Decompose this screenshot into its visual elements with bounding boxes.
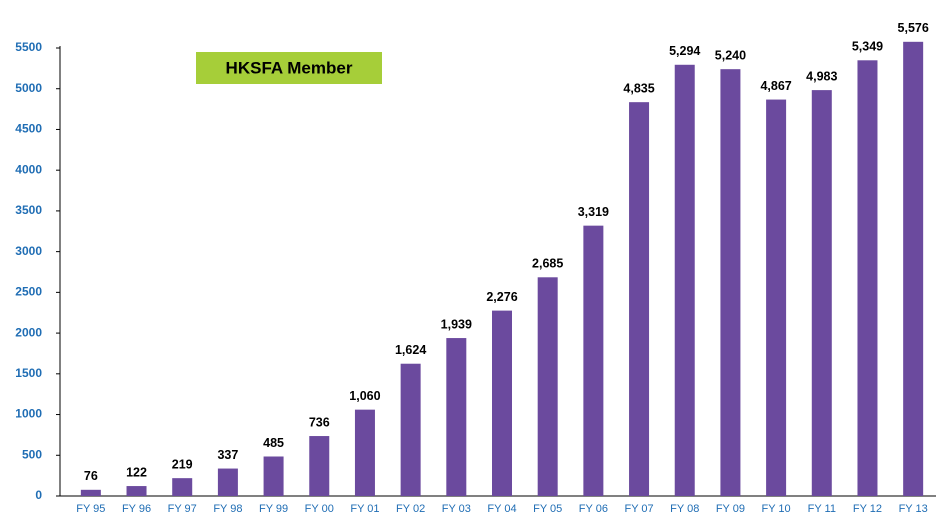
x-tick-label: FY 04 (487, 503, 516, 515)
y-tick-label: 500 (22, 447, 42, 461)
value-label: 736 (309, 415, 330, 429)
value-label: 485 (263, 436, 284, 450)
x-tick-label: FY 97 (168, 503, 197, 515)
x-tick-label: FY 98 (213, 503, 242, 515)
value-label: 1,939 (441, 317, 472, 331)
y-tick-label: 5500 (15, 40, 42, 54)
x-tick-label: FY 01 (350, 503, 379, 515)
y-tick-label: 1500 (15, 366, 42, 380)
x-tick-label: FY 13 (899, 503, 928, 515)
legend-label: HKSFA Member (226, 58, 353, 77)
bar (446, 338, 467, 496)
y-tick-label: 2500 (15, 285, 42, 299)
value-label: 4,983 (806, 69, 837, 83)
y-tick-label: 4500 (15, 122, 42, 136)
legend-box (196, 52, 382, 84)
x-tick-label: FY 03 (442, 503, 471, 515)
bar (537, 277, 558, 496)
bar (903, 41, 924, 497)
y-tick-label: 4000 (15, 162, 42, 176)
value-label: 5,576 (898, 21, 929, 35)
bar (492, 310, 512, 496)
y-tick-label: 1000 (15, 407, 42, 421)
bar (126, 486, 147, 496)
value-label: 337 (217, 448, 238, 462)
value-label: 122 (126, 465, 147, 479)
bar (354, 409, 375, 496)
y-tick-label: 0 (35, 488, 42, 502)
value-label: 4,835 (623, 81, 654, 95)
value-label: 1,624 (395, 343, 426, 357)
x-tick-label: FY 96 (122, 503, 151, 515)
y-tick-label: 3500 (15, 203, 42, 217)
x-tick-label: FY 10 (762, 503, 791, 515)
y-tick-label: 2000 (15, 325, 42, 339)
x-tick-label: FY 08 (670, 503, 699, 515)
bar (309, 436, 330, 496)
value-label: 5,294 (669, 44, 700, 58)
x-tick-label: FY 06 (579, 503, 608, 515)
value-label: 219 (172, 457, 193, 471)
bar (857, 60, 878, 497)
y-tick-label: 3000 (15, 244, 42, 258)
value-label: 1,060 (349, 389, 380, 403)
x-tick-label: FY 99 (259, 503, 288, 515)
value-label: 5,349 (852, 40, 883, 54)
bar (629, 102, 650, 497)
x-tick-label: FY 05 (533, 503, 562, 515)
value-label: 4,867 (760, 79, 791, 93)
bar (80, 489, 101, 496)
x-tick-label: FY 09 (716, 503, 745, 515)
x-tick-label: FY 95 (76, 503, 105, 515)
x-tick-label: FY 00 (305, 503, 334, 515)
value-label: 2,685 (532, 257, 563, 271)
bar (811, 90, 832, 496)
bar (217, 468, 238, 496)
x-tick-label: FY 02 (396, 503, 425, 515)
bar (172, 478, 193, 496)
x-tick-label: FY 07 (624, 503, 653, 515)
x-tick-label: FY 11 (808, 503, 836, 515)
value-label: 2,276 (486, 290, 517, 304)
bar (263, 456, 284, 496)
value-label: 3,319 (578, 205, 609, 219)
value-label: 5,240 (715, 48, 746, 62)
bar (400, 363, 421, 496)
bar (720, 69, 741, 496)
bar (766, 99, 787, 496)
y-tick-label: 5000 (15, 81, 42, 95)
bar (674, 64, 695, 496)
value-label: 76 (84, 469, 98, 483)
x-tick-label: FY 12 (853, 503, 882, 515)
bar (583, 225, 604, 497)
